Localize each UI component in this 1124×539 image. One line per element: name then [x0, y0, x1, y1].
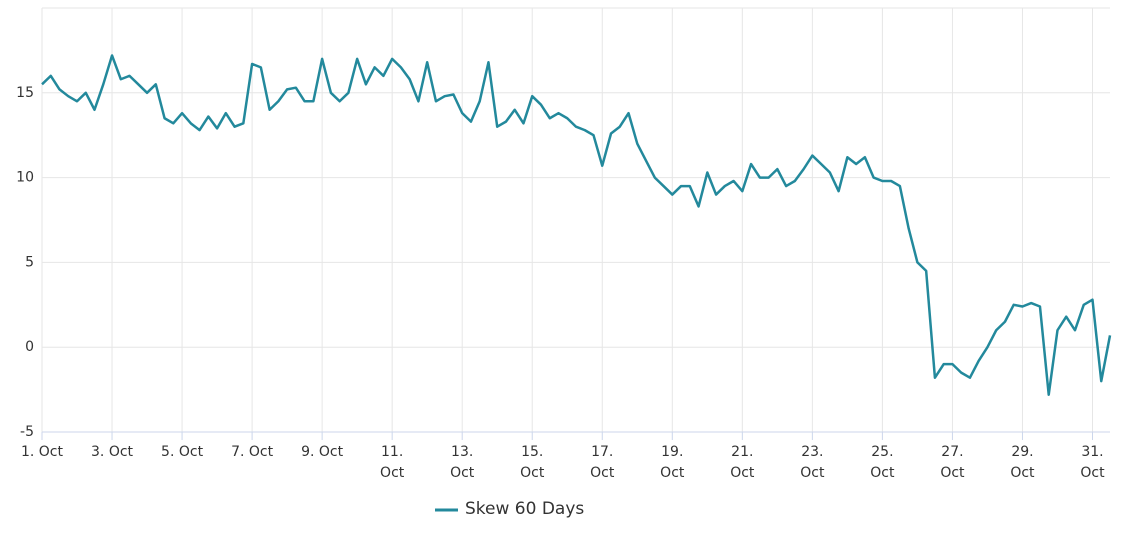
x-tick-label: 11. Oct — [380, 444, 405, 481]
x-tick-label: 15. Oct — [520, 444, 545, 481]
x-tick-label: 23. Oct — [800, 444, 825, 481]
x-tick-label: 3. Oct — [91, 444, 134, 460]
y-tick-label: 5 — [25, 254, 34, 270]
x-tick-label: 9. Oct — [301, 444, 344, 460]
x-tick-label: 19. Oct — [660, 444, 685, 481]
y-tick-label: 10 — [16, 170, 34, 186]
x-tick-label: 31. Oct — [1080, 444, 1105, 481]
x-tick-label: 25. Oct — [870, 444, 895, 481]
y-tick-label: 0 — [25, 339, 34, 355]
x-tick-label: 17. Oct — [590, 444, 615, 481]
x-tick-label: 27. Oct — [940, 444, 965, 481]
x-tick-label: 5. Oct — [161, 444, 204, 460]
x-tick-label: 1. Oct — [20, 444, 63, 460]
x-tick-label: 13. Oct — [450, 444, 475, 481]
y-tick-label: -5 — [20, 424, 34, 440]
x-tick-label: 7. Oct — [231, 444, 274, 460]
y-tick-label: 15 — [16, 85, 34, 101]
x-tick-label: 21. Oct — [730, 444, 755, 481]
legend-label: Skew 60 Days — [465, 499, 585, 519]
x-tick-label: 29. Oct — [1010, 444, 1035, 481]
series-line — [41, 54, 1112, 396]
